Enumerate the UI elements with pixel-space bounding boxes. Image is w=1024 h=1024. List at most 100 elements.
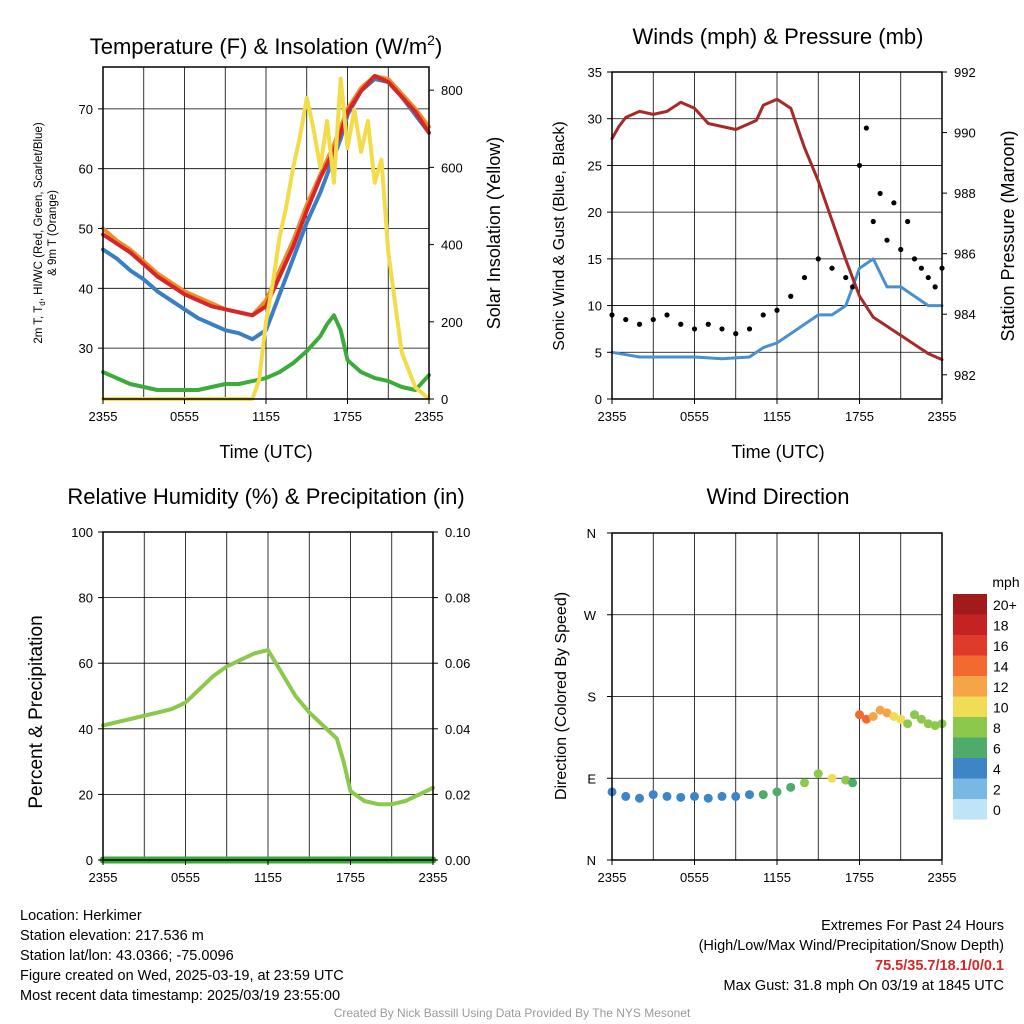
direction-point xyxy=(889,711,899,721)
direction-point xyxy=(861,714,871,724)
temperature-ytick-label: 60 xyxy=(79,162,93,177)
humidity-ticks: 2355 0555 1155 1755 2355 0 20 40 60 80 100 0.00 0.02… xyxy=(71,525,470,885)
direction-point xyxy=(800,778,809,788)
humidity-y2tick-label: 0.02 xyxy=(445,787,470,802)
temperature-y2tick-label: 200 xyxy=(441,315,463,330)
temperature-ytick-label: 50 xyxy=(79,222,93,237)
winds-gust-point xyxy=(877,190,883,197)
direction-point xyxy=(745,790,754,800)
humidity-title: Relative Humidity (%) & Precipitation (i… xyxy=(67,484,464,509)
humidity-ytick-label: 0 xyxy=(86,853,93,868)
temperature-y2tick-label: 400 xyxy=(441,238,463,253)
winds-gust-point xyxy=(932,284,938,290)
humidity-xtick-label: 1155 xyxy=(254,870,282,885)
winds-gust-point xyxy=(678,321,684,327)
winds-xtick-label: 2355 xyxy=(598,409,627,424)
info-latlon: Station lat/lon: 43.0366; -75.0096 xyxy=(20,948,234,964)
temperature-xtick-label: 1755 xyxy=(333,409,362,424)
speed-legend-swatch xyxy=(953,696,987,717)
direction-point xyxy=(676,792,686,802)
credit-line: Created By Nick Bassill Using Data Provi… xyxy=(333,1006,691,1020)
speed-legend-label: 0 xyxy=(993,802,1001,818)
winds-xtick-label: 2355 xyxy=(928,409,957,424)
speed-legend-swatch xyxy=(953,614,987,635)
humidity-ytick-label: 100 xyxy=(71,525,93,540)
direction-point xyxy=(648,790,658,800)
winds-y2tick-label: 992 xyxy=(954,65,976,80)
direction-point xyxy=(813,769,823,779)
direction-point xyxy=(903,719,913,729)
temperature-ytick-label: 70 xyxy=(79,102,93,117)
winds-gust-point xyxy=(829,265,835,271)
direction-point xyxy=(875,705,885,715)
winds-ytick-label: 30 xyxy=(588,112,602,127)
winds-gust-point xyxy=(719,326,725,332)
direction-point xyxy=(916,714,926,724)
direction-ylabel-left: Direction (Colored By Speed) xyxy=(553,592,570,800)
humidity-xtick-label: 2355 xyxy=(89,870,118,885)
direction-point xyxy=(930,721,940,731)
speed-legend: mph 20+ 18 16 14 12 10 8 6 4 2 0 xyxy=(953,574,1020,820)
winds-y2tick-label: 984 xyxy=(954,307,976,322)
direction-series xyxy=(607,705,947,803)
winds-ytick-label: 5 xyxy=(595,345,602,360)
humidity-y2tick-label: 0.06 xyxy=(445,656,470,671)
winds-gust-point xyxy=(905,218,911,225)
temperature-ytick-label: 40 xyxy=(79,281,93,296)
winds-gust-point xyxy=(870,218,876,225)
temperature-xtick-label: 2355 xyxy=(415,409,444,424)
winds-xtick-label: 1155 xyxy=(763,409,791,424)
humidity-y2tick-label: 0.04 xyxy=(445,722,470,737)
direction-point xyxy=(923,719,933,729)
speed-legend-swatch xyxy=(953,778,987,799)
temperature-title: Temperature (F) & Insolation (W/m2) xyxy=(90,32,443,59)
temperature-series xyxy=(101,74,431,401)
winds-gust-point xyxy=(788,293,794,299)
direction-xtick-label: 0555 xyxy=(680,870,709,885)
winds-gust-point xyxy=(650,316,656,323)
humidity-xtick-label: 2355 xyxy=(419,870,448,885)
humidity-panel: Relative Humidity (%) & Precipitation (i… xyxy=(26,484,470,885)
winds-gust-point xyxy=(925,274,931,281)
direction-ytick-label: E xyxy=(587,771,596,786)
direction-point xyxy=(841,775,851,785)
temperature-y2tick-label: 600 xyxy=(441,160,463,175)
extremes-info: Extremes For Past 24 Hours (High/Low/Max… xyxy=(699,916,1004,996)
winds-gust-point xyxy=(918,265,924,271)
direction-panel: Wind Direction 2355 0555 1155 1755 2355NESWN… xyxy=(553,484,1020,885)
temperature-xlabel: Time (UTC) xyxy=(219,442,312,462)
winds-ytick-label: 15 xyxy=(588,252,602,267)
direction-point xyxy=(786,782,796,792)
humidity-ytick-label: 80 xyxy=(79,591,93,606)
direction-ytick-label: N xyxy=(587,853,596,868)
winds-xtick-label: 0555 xyxy=(680,409,709,424)
winds-gust-point xyxy=(733,331,739,337)
speed-legend-swatch xyxy=(953,655,987,676)
winds-gust-point xyxy=(815,256,821,262)
extremes-heading: Extremes For Past 24 Hours xyxy=(821,918,1004,934)
humidity-y2tick-label: 0.08 xyxy=(445,591,470,606)
winds-gust-point xyxy=(891,200,897,206)
speed-legend-label: 20+ xyxy=(993,597,1017,613)
temperature-xtick-label: 1155 xyxy=(252,409,280,424)
winds-ylabel-right: Station Pressure (Maroon) xyxy=(998,130,1018,341)
temperature-series-line-4 xyxy=(101,76,431,401)
info-created: Figure created on Wed, 2025-03-19, at 23… xyxy=(20,968,344,984)
temperature-ylabel-left: 2m T, Td, HI/WC (Red, Green, Scarlet/Blu… xyxy=(33,122,47,343)
winds-gust-point xyxy=(884,237,890,243)
temperature-xtick-label: 2355 xyxy=(89,409,118,424)
temperature-ticks: 2355 0555 1155 1755 2355 30 40 50 60 70 0 200 400 600… xyxy=(79,83,463,424)
winds-y2tick-label: 990 xyxy=(954,126,976,141)
speed-legend-swatch xyxy=(953,594,987,615)
speed-legend-label: 6 xyxy=(993,741,1001,757)
direction-ytick-label: W xyxy=(584,608,597,623)
winds-ytick-label: 10 xyxy=(588,299,602,314)
extremes-subheading: (High/Low/Max Wind/Precipitation/Snow De… xyxy=(698,938,1004,954)
winds-gust-point xyxy=(843,274,849,281)
temperature-panel: Temperature (F) & Insolation (W/m2) 2355… xyxy=(33,32,504,462)
winds-gust-point xyxy=(705,321,711,327)
direction-point xyxy=(896,714,906,724)
winds-xtick-label: 1755 xyxy=(845,409,874,424)
direction-point xyxy=(621,791,631,801)
direction-point xyxy=(731,791,741,801)
